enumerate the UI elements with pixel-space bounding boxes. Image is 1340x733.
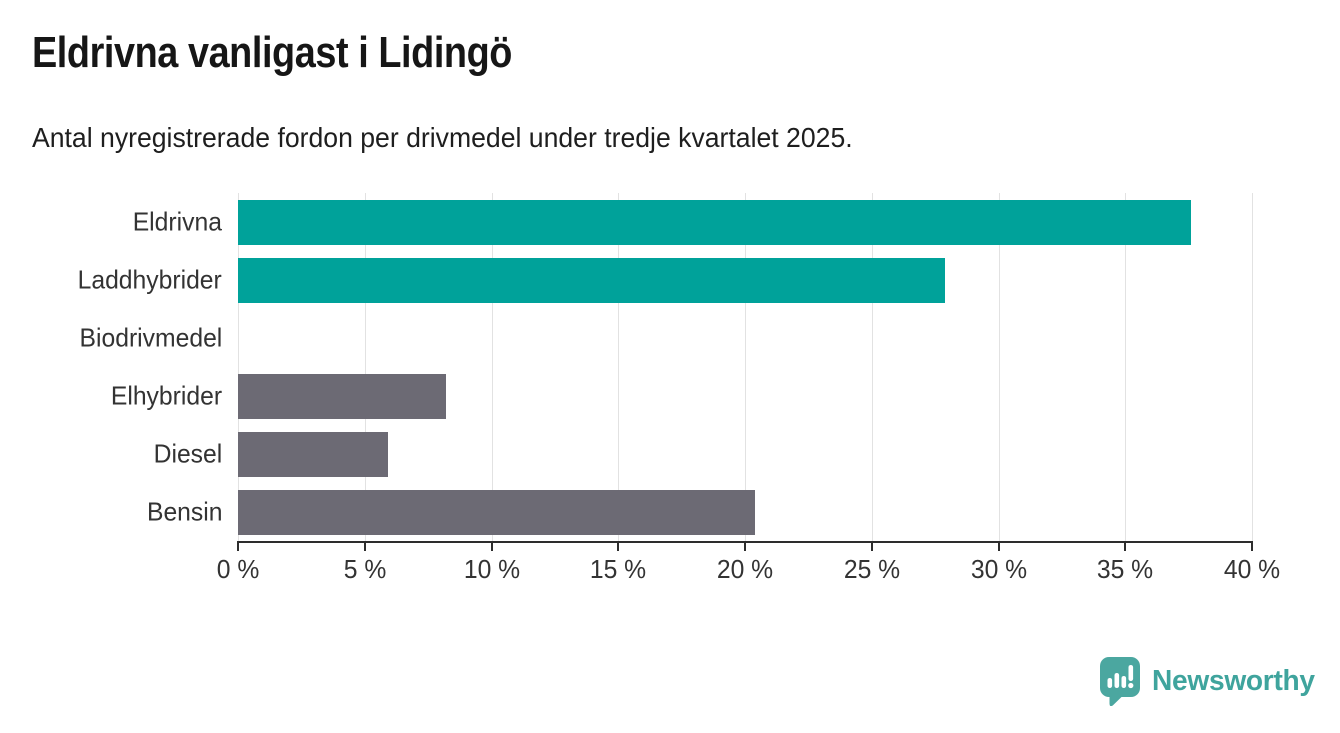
x-axis-line (237, 541, 1253, 543)
newsworthy-chart-bubble-icon (1100, 657, 1140, 706)
speech-bubble-shape (1100, 657, 1140, 706)
bar-eldrivna (238, 200, 1191, 245)
gridline (365, 193, 366, 541)
gridline (492, 193, 493, 541)
x-axis-tick (871, 543, 873, 551)
x-tick-label: 5 % (343, 554, 387, 584)
chart-title: Eldrivna vanligast i Lidingö (32, 28, 512, 77)
gridline (238, 193, 239, 541)
logo-bar-small (1107, 678, 1113, 688)
gridline (745, 193, 746, 541)
x-tick-label: 10 % (463, 554, 521, 584)
gridline (1125, 193, 1126, 541)
x-axis-tick (237, 543, 239, 551)
x-tick-label: 15 % (589, 554, 647, 584)
logo-bar-large (1121, 676, 1127, 688)
gridline (872, 193, 873, 541)
x-axis-tick (364, 543, 366, 551)
category-label: Laddhybrider (77, 264, 222, 295)
x-tick-label: 30 % (970, 554, 1028, 584)
category-label: Elhybrider (110, 380, 222, 411)
gridline (1252, 193, 1253, 541)
x-axis-tick (617, 543, 619, 551)
bar-elhybrider (238, 374, 446, 419)
category-label: Diesel (153, 438, 222, 469)
category-label: Biodrivmedel (79, 322, 222, 353)
category-label: Eldrivna (132, 206, 222, 237)
logo-bar-medium (1114, 673, 1120, 688)
x-tick-label: 35 % (1096, 554, 1154, 584)
bar-bensin (238, 490, 755, 535)
x-axis-tick (998, 543, 1000, 551)
x-axis-tick (1251, 543, 1253, 551)
x-tick-label: 0 % (216, 554, 260, 584)
gridline (618, 193, 619, 541)
newsworthy-logo: Newsworthy (1100, 657, 1320, 706)
logo-exclamation-dot (1128, 682, 1134, 689)
x-axis-tick (1124, 543, 1126, 551)
gridline (999, 193, 1000, 541)
x-tick-label: 40 % (1223, 554, 1281, 584)
plot-area (238, 193, 1253, 541)
logo-exclamation-stem (1128, 665, 1134, 681)
newsworthy-logo-text: Newsworthy (1152, 665, 1315, 697)
x-axis-tick (744, 543, 746, 551)
bar-diesel (238, 432, 388, 477)
chart-subtitle: Antal nyregistrerade fordon per drivmede… (32, 122, 853, 153)
x-tick-label: 20 % (716, 554, 774, 584)
bar-laddhybrider (238, 258, 945, 303)
x-tick-label: 25 % (843, 554, 901, 584)
category-label: Bensin (146, 496, 222, 527)
x-axis-tick (491, 543, 493, 551)
